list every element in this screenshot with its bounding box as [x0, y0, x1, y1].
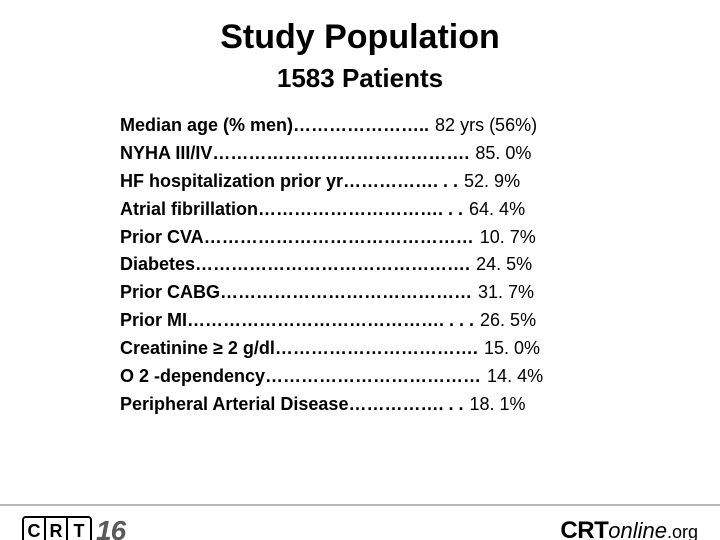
crt-letter: R — [46, 518, 68, 540]
data-row: HF hospitalization prior yr……………. . .52.… — [120, 168, 640, 196]
crt16-logo: C R T 16 — [22, 515, 125, 540]
row-value: 18. 1% — [469, 391, 525, 419]
crt-year: 16 — [96, 515, 125, 540]
row-dots: …………………………………… — [220, 279, 472, 307]
slide: Study Population 1583 Patients Median ag… — [0, 18, 720, 540]
data-row: Creatinine ≥ 2 g/dl…………………………….15. 0% — [120, 335, 640, 363]
crtonline-org: .org — [667, 522, 698, 540]
row-dots: ……………………………… — [265, 363, 481, 391]
row-value: 14. 4% — [487, 363, 543, 391]
data-row: Peripheral Arterial Disease……………. . .18.… — [120, 391, 640, 419]
row-value: 10. 7% — [480, 224, 536, 252]
row-label: Median age (% men) — [120, 112, 293, 140]
row-label: Atrial fibrillation — [120, 196, 258, 224]
row-value: 85. 0% — [475, 140, 531, 168]
row-dots: ……………………………………. . . . — [187, 307, 474, 335]
data-list: Median age (% men)…………………..82 yrs (56%) … — [120, 112, 640, 419]
row-label: HF hospitalization prior yr — [120, 168, 343, 196]
row-dots: ……………. . . — [343, 168, 458, 196]
row-value: 82 yrs (56%) — [435, 112, 537, 140]
data-row: Prior CVA………………………………………10. 7% — [120, 224, 640, 252]
row-label: Prior CVA — [120, 224, 204, 252]
slide-title: Study Population — [0, 18, 720, 57]
row-dots: ……………………………. — [275, 335, 478, 363]
row-value: 26. 5% — [480, 307, 536, 335]
row-label: Creatinine ≥ 2 g/dl — [120, 335, 275, 363]
row-value: 31. 7% — [478, 279, 534, 307]
crtonline-online: online — [608, 518, 667, 540]
row-label: Diabetes — [120, 251, 195, 279]
data-row: Atrial fibrillation…………………………. . .64. 4% — [120, 196, 640, 224]
data-row: Diabetes……………………………………….24. 5% — [120, 251, 640, 279]
row-dots: ………………………………………. — [195, 251, 470, 279]
row-label: NYHA III/IV — [120, 140, 212, 168]
row-dots: ……………. . . — [348, 391, 463, 419]
crt-letter: C — [24, 518, 46, 540]
crtonline-crt: CRT — [560, 517, 608, 540]
crtonline-logo: CRTonline.org — [560, 517, 698, 540]
data-row: O 2 -dependency………………………………14. 4% — [120, 363, 640, 391]
data-row: Prior MI……………………………………. . . .26. 5% — [120, 307, 640, 335]
crt-letter: T — [68, 518, 90, 540]
row-value: 15. 0% — [484, 335, 540, 363]
row-label: Peripheral Arterial Disease — [120, 391, 348, 419]
crt-letter-box: C R T — [22, 516, 92, 540]
row-dots: ………………….. — [293, 112, 429, 140]
slide-subtitle: 1583 Patients — [0, 63, 720, 94]
row-dots: ……………………………………. — [212, 140, 469, 168]
data-row: Prior CABG……………………………………31. 7% — [120, 279, 640, 307]
data-row: NYHA III/IV…………………………………….85. 0% — [120, 140, 640, 168]
row-label: Prior CABG — [120, 279, 220, 307]
row-value: 64. 4% — [469, 196, 525, 224]
row-label: Prior MI — [120, 307, 187, 335]
row-value: 24. 5% — [476, 251, 532, 279]
row-label: O 2 -dependency — [120, 363, 265, 391]
footer: C R T 16 CRTonline.org — [0, 504, 720, 540]
row-value: 52. 9% — [464, 168, 520, 196]
data-row: Median age (% men)…………………..82 yrs (56%) — [120, 112, 640, 140]
row-dots: ……………………………………… — [204, 224, 474, 252]
row-dots: …………………………. . . — [258, 196, 463, 224]
